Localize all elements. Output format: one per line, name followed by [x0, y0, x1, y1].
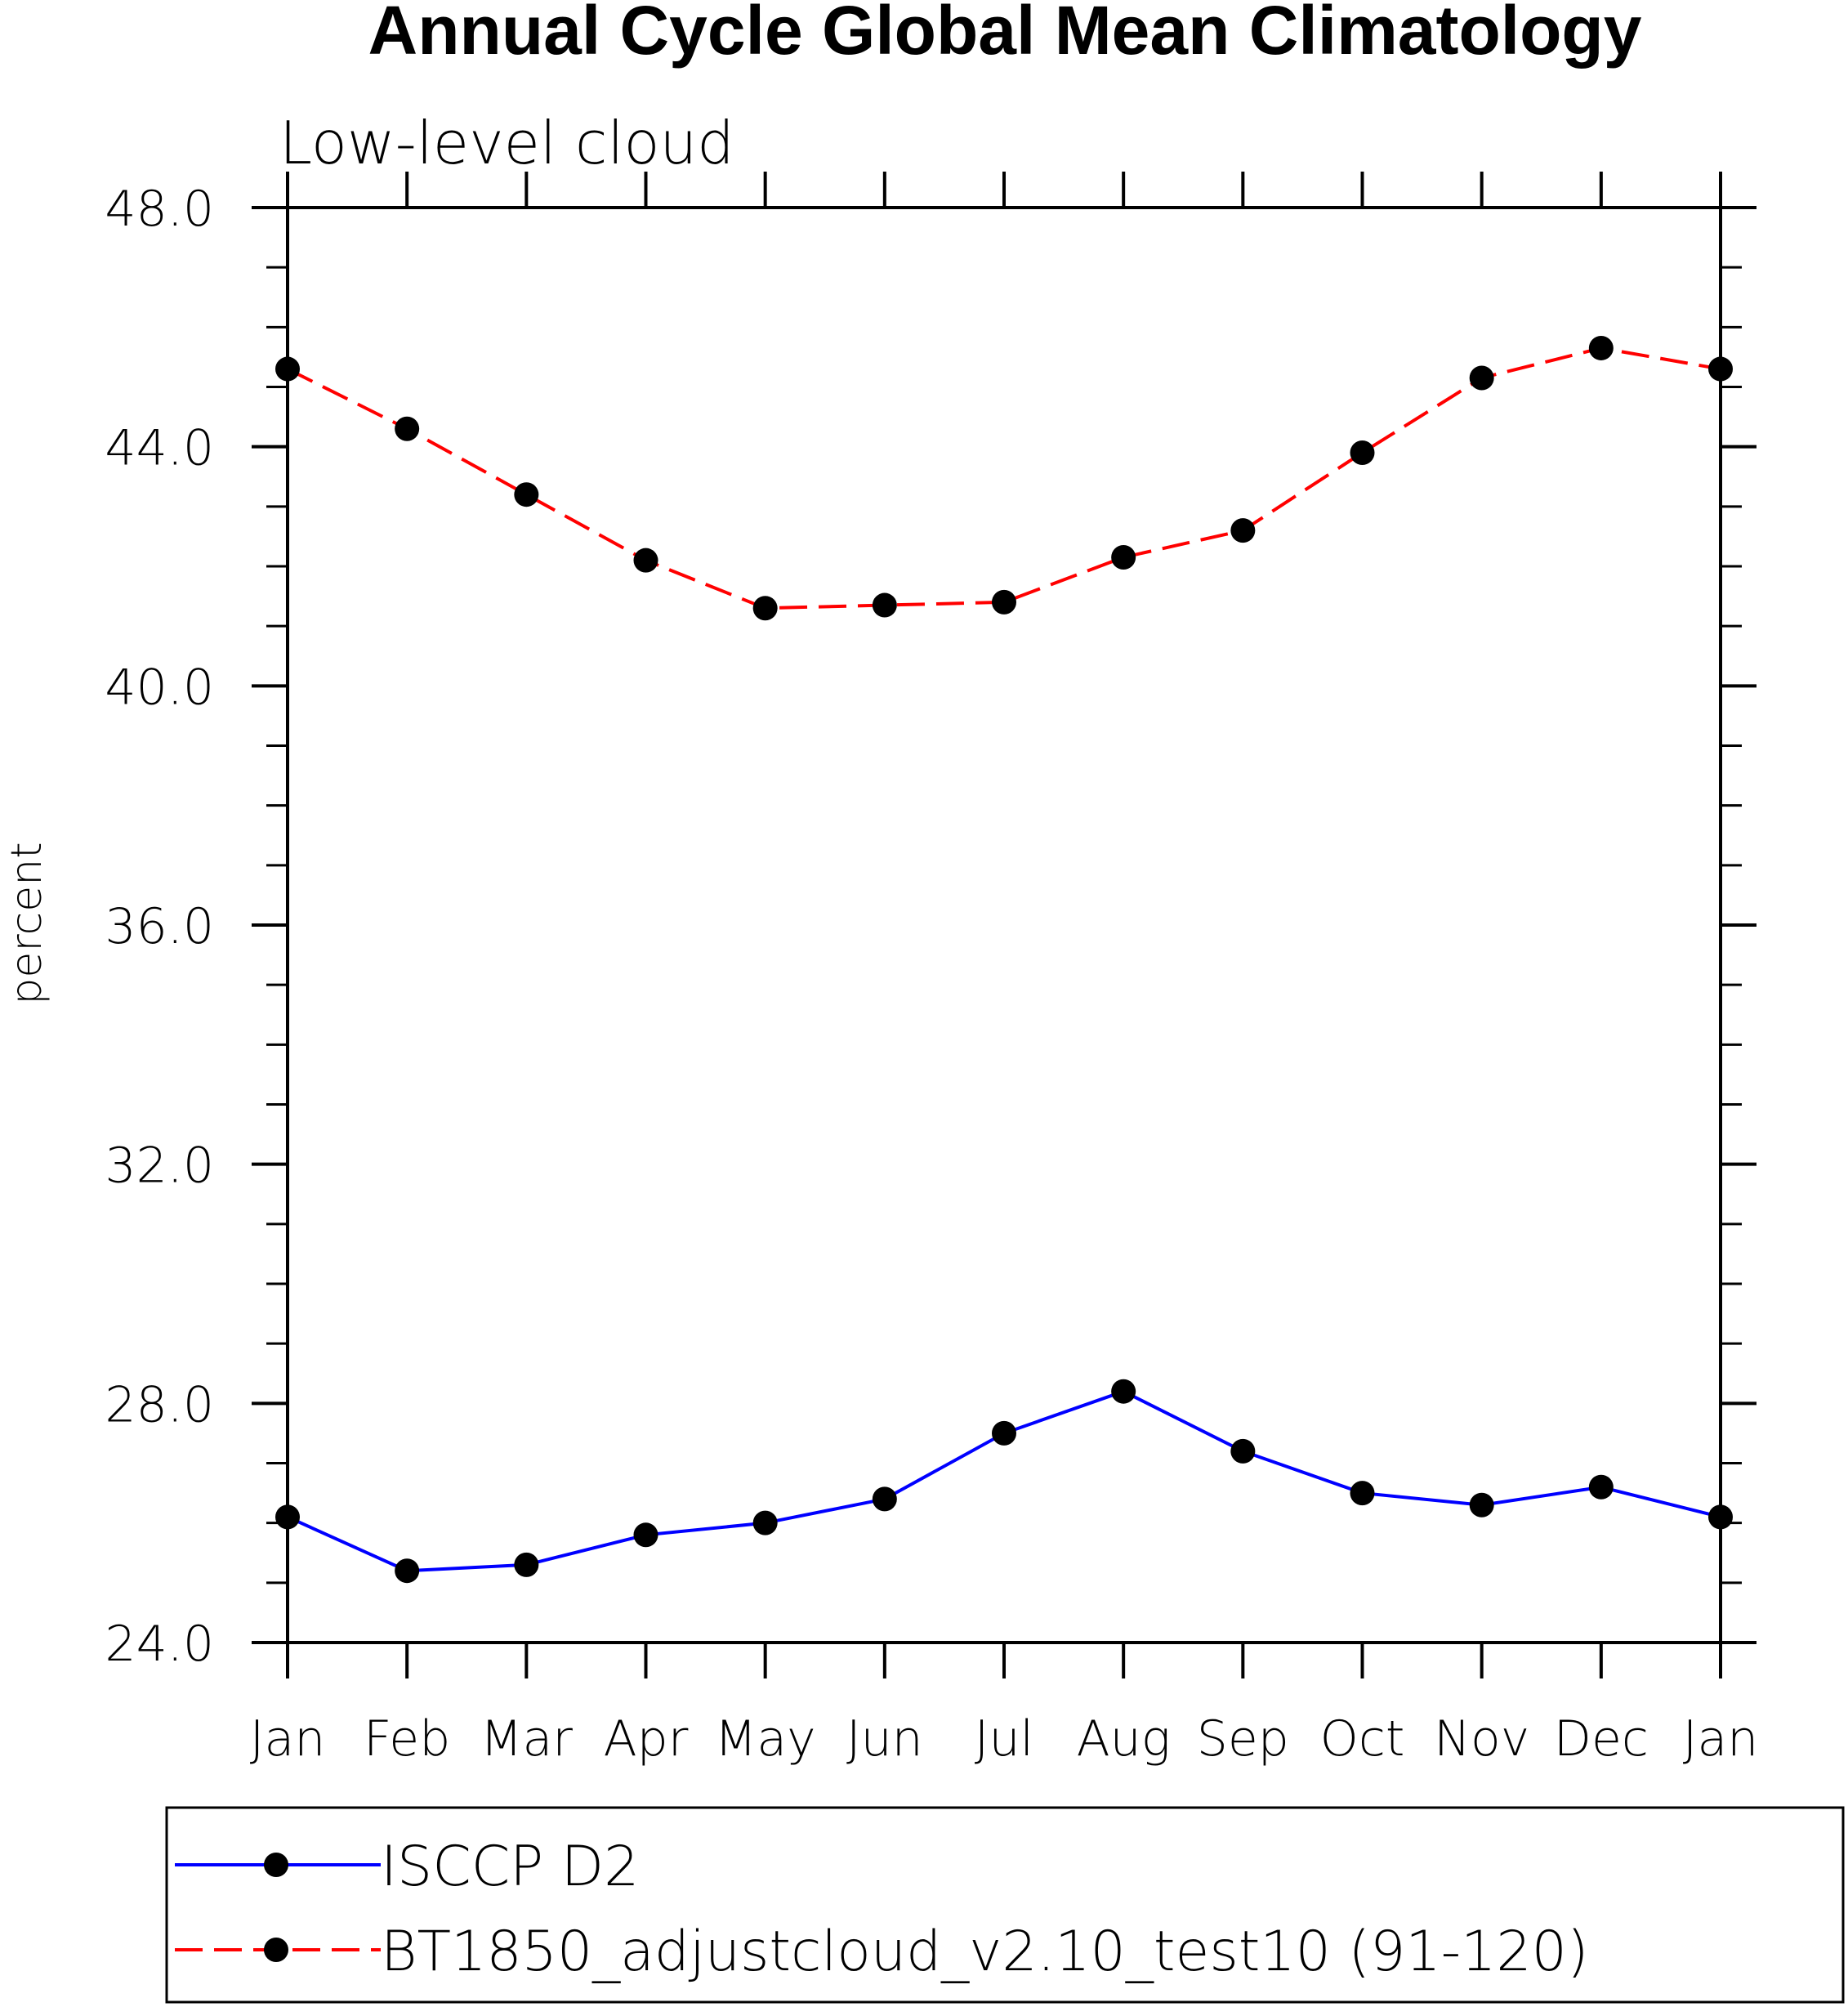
- y-tick-label: 32.0: [105, 1138, 214, 1195]
- x-tick-label: Feb: [364, 1710, 450, 1768]
- data-point: [1111, 545, 1136, 570]
- data-point: [395, 1558, 420, 1584]
- x-tick-label: Jan: [1683, 1710, 1759, 1768]
- data-point: [514, 1552, 539, 1577]
- data-point: [872, 592, 897, 618]
- legend-marker-1: [264, 1853, 288, 1877]
- series-line-1: [287, 1389, 1721, 1573]
- data-point: [514, 482, 539, 507]
- data-point: [1350, 1481, 1375, 1506]
- data-point: [1708, 1504, 1733, 1530]
- x-tick-label: Apr: [604, 1710, 689, 1768]
- x-tick-label: Sep: [1197, 1710, 1289, 1768]
- data-point: [992, 589, 1016, 615]
- x-tick-label: Oct: [1320, 1710, 1405, 1768]
- chart-subtitle: Low-level cloud: [279, 109, 734, 177]
- x-tick-label: Jun: [846, 1710, 923, 1768]
- legend: ISCCP D2 BT1850_adjustcloud_v2.10_test10 …: [165, 1806, 1845, 2004]
- data-point: [1708, 356, 1733, 382]
- x-tick-label: Nov: [1434, 1710, 1529, 1768]
- x-tick-label: May: [715, 1710, 816, 1768]
- data-point: [275, 1504, 300, 1530]
- series-layer: [275, 335, 1733, 1584]
- legend-label-1: ISCCP D2: [381, 1835, 639, 1899]
- x-tick-label: Dec: [1554, 1710, 1649, 1768]
- data-point: [1469, 1492, 1494, 1518]
- x-tick-label: Jan: [250, 1710, 326, 1768]
- y-tick-label: 40.0: [105, 659, 214, 716]
- y-tick-label: 24.0: [105, 1616, 214, 1673]
- plot-axes: Jan Feb Mar Apr May Jun Jul Aug Sep Oct Nov Dec Jan 2…: [105, 172, 1758, 1768]
- data-point: [752, 1510, 778, 1535]
- data-point: [395, 416, 420, 441]
- y-tick-label: 36.0: [105, 898, 214, 955]
- legend-marker-2: [264, 1938, 288, 1962]
- data-point: [275, 356, 300, 382]
- legend-label-2: BT1850_adjustcloud_v2.10_test10 (91-120): [381, 1920, 1588, 1984]
- data-point: [1588, 335, 1614, 360]
- data-point: [1230, 518, 1256, 543]
- x-tick-label: Jul: [975, 1710, 1033, 1768]
- chart-title: Annual Cycle Global Mean Climatology: [368, 0, 1642, 69]
- data-point: [992, 1420, 1016, 1446]
- x-tick-label: Aug: [1077, 1710, 1171, 1768]
- y-axis-label: percent: [2, 842, 51, 1004]
- series-line-2: [287, 346, 1721, 610]
- data-point: [1588, 1474, 1614, 1500]
- y-tick-label: 44.0: [105, 420, 214, 477]
- data-point: [633, 548, 658, 573]
- data-point: [872, 1486, 897, 1512]
- x-tick-label: Mar: [480, 1710, 574, 1768]
- data-point: [1350, 440, 1375, 465]
- data-point: [1469, 365, 1494, 391]
- y-tick-label: 48.0: [105, 181, 214, 238]
- data-point: [1111, 1379, 1136, 1404]
- data-point: [633, 1522, 658, 1548]
- y-tick-label: 28.0: [105, 1376, 214, 1433]
- legend-box: [165, 1806, 1845, 2004]
- data-point: [752, 596, 778, 621]
- data-point: [1230, 1438, 1256, 1464]
